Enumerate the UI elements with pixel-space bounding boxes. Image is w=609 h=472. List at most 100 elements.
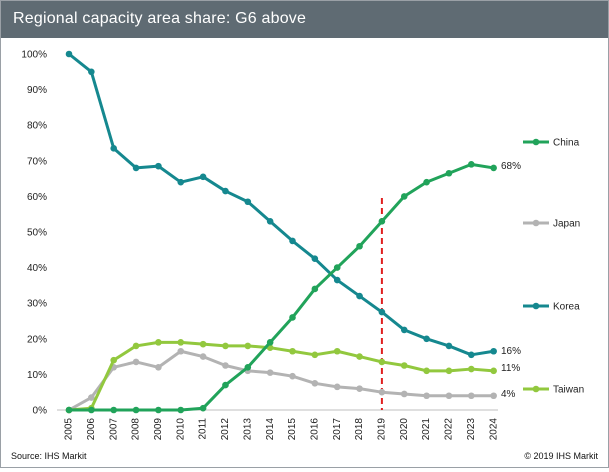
data-point-japan xyxy=(468,392,475,400)
data-point-china xyxy=(222,381,229,389)
data-point-taiwan xyxy=(333,347,341,355)
data-point-japan xyxy=(88,394,95,401)
data-point-taiwan xyxy=(132,342,140,350)
data-point-japan xyxy=(490,392,497,400)
x-tick-label: 2023 xyxy=(466,418,477,441)
y-tick-label: 70% xyxy=(27,156,47,167)
data-point-korea xyxy=(445,342,453,350)
x-tick-label: 2024 xyxy=(488,418,499,441)
data-point-japan xyxy=(400,390,408,398)
end-label-china: 68% xyxy=(501,161,521,172)
data-point-korea xyxy=(222,187,229,195)
series-line-japan xyxy=(68,349,494,412)
data-point-china xyxy=(333,264,341,271)
data-point-korea xyxy=(65,50,73,58)
data-point-japan xyxy=(445,392,453,400)
data-point-china xyxy=(423,178,430,186)
x-tick-label: 2015 xyxy=(287,418,298,441)
data-point-japan xyxy=(155,363,162,371)
series-line-korea xyxy=(68,52,494,357)
x-tick-label: 2014 xyxy=(265,418,276,441)
data-point-korea xyxy=(199,173,207,181)
data-point-china xyxy=(65,406,73,414)
data-point-china xyxy=(400,193,408,200)
data-point-china xyxy=(490,164,497,172)
data-point-japan xyxy=(177,347,185,355)
data-point-korea xyxy=(155,162,162,170)
data-point-taiwan xyxy=(378,358,386,366)
data-point-korea xyxy=(400,326,408,334)
data-point-china xyxy=(244,363,252,371)
y-tick-label: 30% xyxy=(27,299,47,310)
data-point-japan xyxy=(378,388,386,396)
source-note: Source: IHS Markit xyxy=(11,451,87,461)
data-point-korea xyxy=(333,276,341,284)
data-point-korea xyxy=(289,237,296,245)
data-point-korea xyxy=(110,145,117,152)
plot-area: 0% 10% 20% 30% 40% 50% 60% 70% 80% 90% 100% 2005 200… xyxy=(1,38,608,467)
x-tick-label: 2008 xyxy=(131,418,142,441)
data-point-china xyxy=(199,404,207,412)
x-tick-label: 2010 xyxy=(175,418,186,441)
x-tick-label: 2011 xyxy=(198,418,209,440)
line-chart: 0% 10% 20% 30% 40% 50% 60% 70% 80% 90% 100% 2005 200… xyxy=(21,50,584,441)
data-point-japan xyxy=(222,362,229,369)
x-tick-label: 2012 xyxy=(220,418,231,441)
data-point-taiwan xyxy=(400,362,408,369)
data-point-taiwan xyxy=(110,356,117,364)
x-tick-label: 2018 xyxy=(354,418,365,441)
data-point-japan xyxy=(266,369,274,376)
data-point-china xyxy=(311,285,319,293)
chart-title: Regional capacity area share: G6 above xyxy=(13,10,307,27)
data-point-taiwan xyxy=(155,339,162,346)
data-point-china xyxy=(132,406,140,414)
data-point-taiwan xyxy=(356,353,363,360)
data-point-korea xyxy=(311,255,319,262)
legend-label-china: China xyxy=(553,138,580,149)
data-point-taiwan xyxy=(177,339,185,346)
data-point-korea xyxy=(244,198,252,206)
y-tick-label: 10% xyxy=(27,370,47,381)
data-point-korea xyxy=(88,68,95,76)
data-point-china xyxy=(468,161,475,168)
end-label-korea: 16% xyxy=(501,346,521,357)
series-line-taiwan xyxy=(68,340,494,412)
data-point-china xyxy=(177,406,185,414)
legend-label-korea: Korea xyxy=(553,302,580,313)
y-tick-label: 80% xyxy=(27,121,47,132)
end-label-taiwan: 11% xyxy=(501,363,520,374)
legend-marker-japan xyxy=(532,219,540,227)
y-tick-label: 20% xyxy=(27,334,47,345)
y-tick-label: 50% xyxy=(27,228,47,239)
data-point-taiwan xyxy=(490,367,497,375)
x-tick-label: 2013 xyxy=(242,418,253,441)
data-point-korea xyxy=(468,351,475,359)
data-point-korea xyxy=(177,178,185,186)
x-tick-label: 2022 xyxy=(444,418,455,441)
data-point-taiwan xyxy=(289,347,296,355)
data-point-japan xyxy=(356,385,363,392)
data-point-china xyxy=(356,242,363,250)
x-tick-label: 2016 xyxy=(309,418,320,441)
x-tick-label: 2017 xyxy=(332,418,343,441)
y-tick-label: 40% xyxy=(27,263,47,274)
data-point-korea xyxy=(356,292,363,300)
data-point-korea xyxy=(378,308,386,316)
x-tick-label: 2009 xyxy=(153,418,164,441)
y-tick-label: 0% xyxy=(33,406,48,417)
x-tick-label: 2005 xyxy=(64,418,75,441)
data-point-korea xyxy=(266,218,274,225)
end-label-japan: 4% xyxy=(501,389,516,400)
legend-marker-china xyxy=(532,138,540,146)
data-point-taiwan xyxy=(244,342,252,350)
data-point-japan xyxy=(132,358,140,366)
data-point-korea xyxy=(490,347,497,355)
x-tick-label: 2020 xyxy=(399,418,410,441)
x-tick-label: 2021 xyxy=(421,418,432,441)
copyright-note: © 2019 IHS Markit xyxy=(524,451,598,461)
data-point-china xyxy=(155,406,162,414)
data-point-china xyxy=(445,169,453,177)
x-tick-label: 2006 xyxy=(86,418,97,441)
x-tick-label: 2019 xyxy=(377,418,388,441)
data-point-china xyxy=(110,406,117,414)
